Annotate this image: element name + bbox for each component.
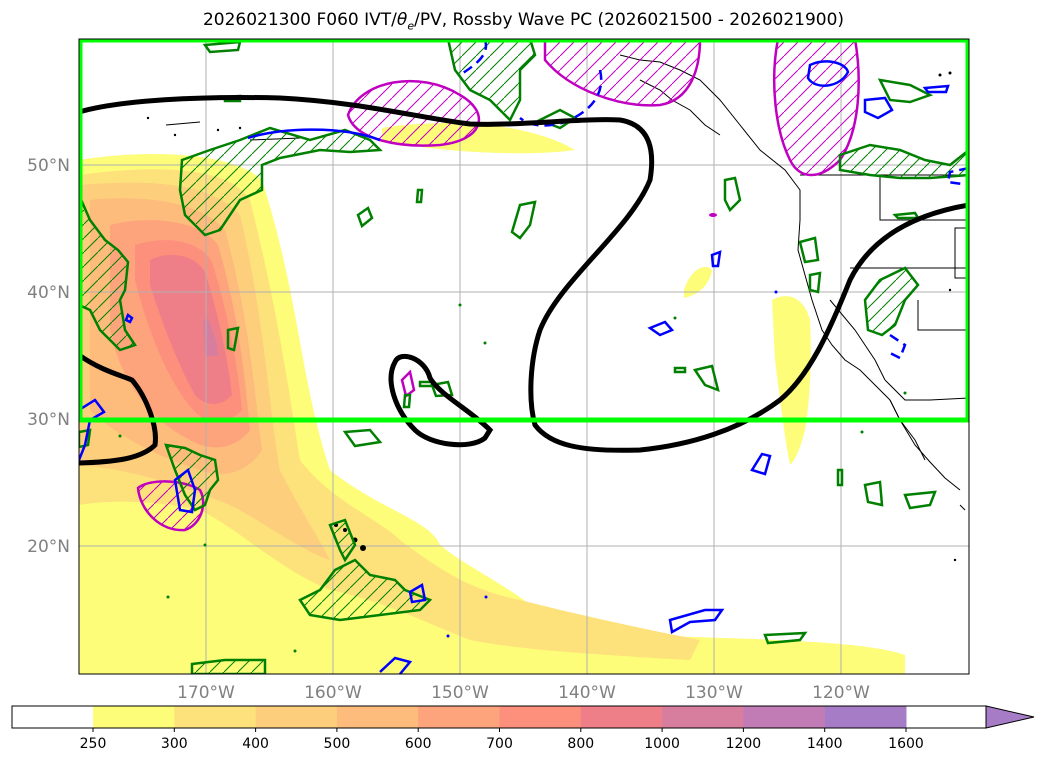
map-panel xyxy=(79,39,969,674)
map-frame xyxy=(78,38,970,675)
lat-label-40n: 40°N xyxy=(27,283,70,303)
lon-label-170w: 170°W xyxy=(177,683,235,703)
colorbar-tick-label: 1200 xyxy=(726,736,762,752)
colorbar-bin xyxy=(743,706,826,728)
theta-e-contours xyxy=(79,39,969,674)
colorbar-tick-label: 1400 xyxy=(807,736,843,752)
colorbar-bin xyxy=(174,706,257,728)
lon-label-150w: 150°W xyxy=(431,683,489,703)
colorbar-extend-arrow-icon xyxy=(985,705,1035,729)
colorbar-tick-label: 250 xyxy=(80,736,107,752)
colorbar-tick-label: 500 xyxy=(324,736,351,752)
lat-label-30n: 30°N xyxy=(27,410,70,430)
colorbar-tick-label: 800 xyxy=(567,736,594,752)
lat-label-50n: 50°N xyxy=(27,156,70,176)
pc-domain-box xyxy=(79,39,969,423)
lon-label-160w: 160°W xyxy=(304,683,362,703)
colorbar-tick-label: 300 xyxy=(161,736,188,752)
colorbar-bin xyxy=(824,706,907,728)
map-title: 2026021300 F060 IVT/θe/PV, Rossby Wave P… xyxy=(202,10,845,33)
pv-contours xyxy=(79,39,969,674)
colorbar-tick-label: 1600 xyxy=(888,736,924,752)
colorbar-bin xyxy=(255,706,338,728)
colorbar-under-bin xyxy=(12,706,93,728)
lat-label-20n: 20°N xyxy=(27,537,70,557)
longitude-labels: 170°W 160°W 150°W 140°W 130°W 120°W xyxy=(177,683,870,703)
rossby-pc-contours xyxy=(136,39,860,532)
colorbar-tick-label: 700 xyxy=(486,736,513,752)
theta-e-dots xyxy=(446,290,778,638)
lon-label-120w: 120°W xyxy=(812,683,870,703)
colorbar-bin xyxy=(93,706,175,728)
pv-dots xyxy=(118,303,907,653)
latitude-labels: 50°N 40°N 30°N 20°N xyxy=(27,156,70,557)
colorbar-tick-label: 600 xyxy=(405,736,432,752)
colorbar-bin xyxy=(662,706,744,728)
colorbar-tick-label: 1000 xyxy=(644,736,680,752)
colorbar-tick-label: 400 xyxy=(242,736,269,752)
lon-label-130w: 130°W xyxy=(685,683,743,703)
lon-label-140w: 140°W xyxy=(558,683,616,703)
colorbar-bin xyxy=(336,706,419,728)
colorbar: 250 300 400 500 600 700 800 1000 1200 1400 1600 xyxy=(11,705,1035,752)
colorbar-bin xyxy=(418,706,500,728)
colorbar-bin xyxy=(580,706,663,728)
colorbar-bin xyxy=(499,706,582,728)
